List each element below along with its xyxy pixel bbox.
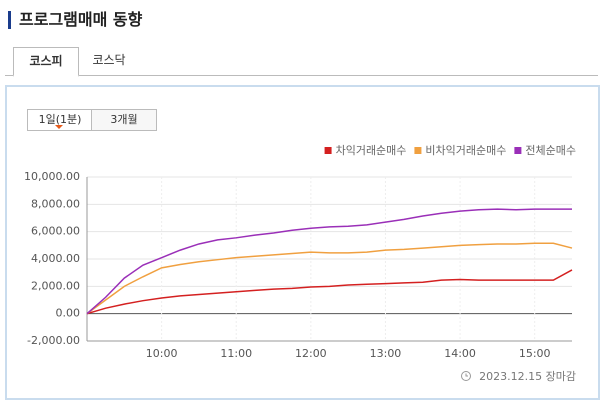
legend-swatch [414, 147, 422, 154]
legend-label: 비차익거래순매수 [425, 144, 506, 157]
legend-swatch [324, 147, 332, 154]
footer: 2023.12.15 장마감 [479, 370, 576, 383]
y-tick-label: 2,000.00 [31, 279, 80, 292]
x-tick-label: 10:00 [146, 347, 178, 360]
tab-caret [55, 125, 63, 129]
legend-label: 전체순매수 [525, 144, 576, 157]
line-series [86, 269, 573, 315]
line-series [86, 242, 573, 315]
y-tick-label: -2,000.00 [27, 334, 80, 347]
x-tick-label: 14:00 [444, 347, 476, 360]
x-tick-label: 15:00 [519, 347, 551, 360]
period-tab[interactable]: 3개월 [91, 109, 157, 131]
x-tick-label: 12:00 [295, 347, 327, 360]
x-tick-label: 13:00 [370, 347, 402, 360]
market-tabs: 코스피 코스닥 [5, 47, 598, 77]
y-tick-label: 10,000.00 [24, 170, 80, 183]
legend-swatch [514, 147, 522, 154]
chart-box [5, 85, 600, 400]
y-tick-label: 8,000.00 [31, 197, 80, 210]
market-tab[interactable]: 코스피 [13, 47, 79, 77]
widget-title: 프로그램매매 동향 [8, 11, 142, 29]
legend-label: 차익거래순매수 [336, 144, 407, 157]
clock-icon [461, 371, 471, 381]
x-tick-label: 11:00 [220, 347, 252, 360]
line-series [86, 208, 572, 315]
y-tick-label: 4,000.00 [31, 252, 80, 265]
y-tick-label: 0.00 [56, 307, 81, 320]
y-tick-label: 6,000.00 [31, 225, 80, 238]
market-tab[interactable]: 코스닥 [92, 53, 126, 67]
